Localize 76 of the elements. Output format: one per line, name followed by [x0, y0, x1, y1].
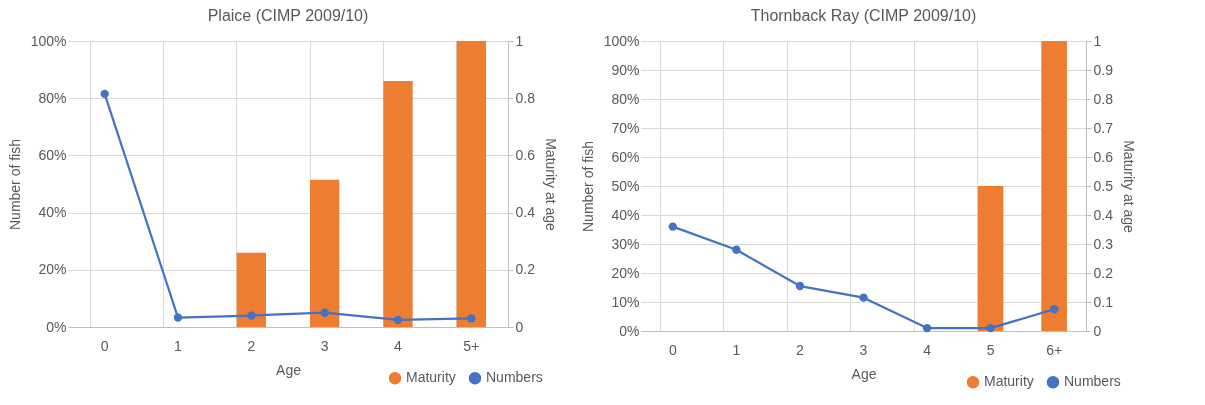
point [100, 89, 109, 99]
y2-tick-label: 1 [1093, 32, 1102, 49]
y-tick-label: 10% [611, 293, 640, 310]
x-tick-label: 1 [174, 337, 183, 354]
legend-label: Maturity [984, 373, 1034, 390]
y-tick-label: 90% [611, 61, 640, 78]
point [922, 323, 932, 333]
y-tick-label: 80% [38, 89, 67, 106]
x-tick-label: 4 [923, 341, 932, 358]
x-tick-label: 2 [796, 341, 805, 358]
bar [383, 81, 413, 327]
y2-axis-title: Maturity at age [1120, 140, 1137, 234]
y2-tick-label: 0.4 [1093, 206, 1114, 223]
y-tick-label: 70% [611, 119, 640, 136]
x-tick-label: 5+ [463, 337, 480, 354]
bar [310, 179, 340, 327]
y-axis-title: Number of fish [579, 140, 596, 233]
y2-tick-label: 0.4 [515, 204, 536, 221]
y-tick-label: 40% [611, 206, 640, 223]
x-axis-title: Age [276, 361, 302, 378]
point [393, 315, 403, 325]
bar [236, 252, 266, 327]
x-tick-label: 1 [732, 341, 741, 358]
legend-label: Maturity [406, 369, 456, 386]
y-tick-label: 30% [611, 235, 640, 252]
point [795, 281, 805, 291]
x-tick-label: 0 [668, 341, 677, 358]
y2-tick-label: 0.1 [1093, 293, 1114, 310]
point [173, 313, 183, 322]
y2-tick-label: 0.3 [1093, 235, 1114, 252]
y2-tick-label: 1 [515, 32, 524, 49]
y-tick-label: 20% [38, 261, 67, 278]
y2-tick-label: 0 [1093, 322, 1102, 339]
y-axis-title: Number of fish [6, 138, 23, 231]
y2-tick-label: 0.7 [1093, 119, 1114, 136]
x-tick-label: 0 [100, 337, 109, 354]
y2-tick-label: 0 [515, 318, 524, 335]
y-tick-label: 20% [611, 264, 640, 281]
y-tick-label: 60% [611, 148, 640, 165]
y2-tick-label: 0.6 [1093, 148, 1114, 165]
x-tick-label: 4 [394, 337, 403, 354]
y-tick-label: 40% [38, 204, 67, 221]
y2-tick-label: 0.8 [515, 89, 536, 106]
y-tick-label: 60% [38, 146, 67, 163]
y2-axis-title: Maturity at age [542, 138, 559, 232]
y-tick-label: 80% [611, 90, 640, 107]
y-tick-label: 100% [603, 32, 640, 49]
point [668, 222, 677, 231]
point [1050, 305, 1059, 314]
point [859, 293, 868, 302]
y2-tick-label: 0.6 [515, 146, 536, 163]
x-tick-label: 6+ [1046, 341, 1063, 358]
point [320, 308, 329, 317]
y2-tick-label: 0.2 [1093, 264, 1114, 281]
y-tick-label: 50% [611, 177, 640, 194]
legend-label: Numbers [1064, 373, 1121, 390]
x-tick-label: 3 [859, 341, 868, 358]
point [986, 323, 995, 333]
y-tick-label: 0% [619, 322, 640, 339]
x-tick-label: 3 [320, 337, 329, 354]
legend-label: Numbers [486, 369, 543, 386]
y-tick-label: 100% [30, 32, 67, 49]
y2-tick-label: 0.5 [1093, 177, 1114, 194]
chart-title: Plaice (CIMP 2009/10) [207, 7, 369, 24]
chart-title: Thornback Ray (CIMP 2009/10) [750, 7, 977, 24]
x-tick-label: 2 [247, 337, 256, 354]
point [467, 314, 476, 323]
y2-tick-label: 0.8 [1093, 90, 1114, 107]
y-tick-label: 0% [46, 318, 67, 335]
x-axis-title: Age [851, 365, 877, 382]
y2-tick-label: 0.9 [1093, 61, 1114, 78]
y2-tick-label: 0.2 [515, 261, 536, 278]
x-tick-label: 5 [986, 341, 995, 358]
bar [456, 41, 486, 327]
point [247, 311, 256, 320]
point [732, 245, 741, 254]
